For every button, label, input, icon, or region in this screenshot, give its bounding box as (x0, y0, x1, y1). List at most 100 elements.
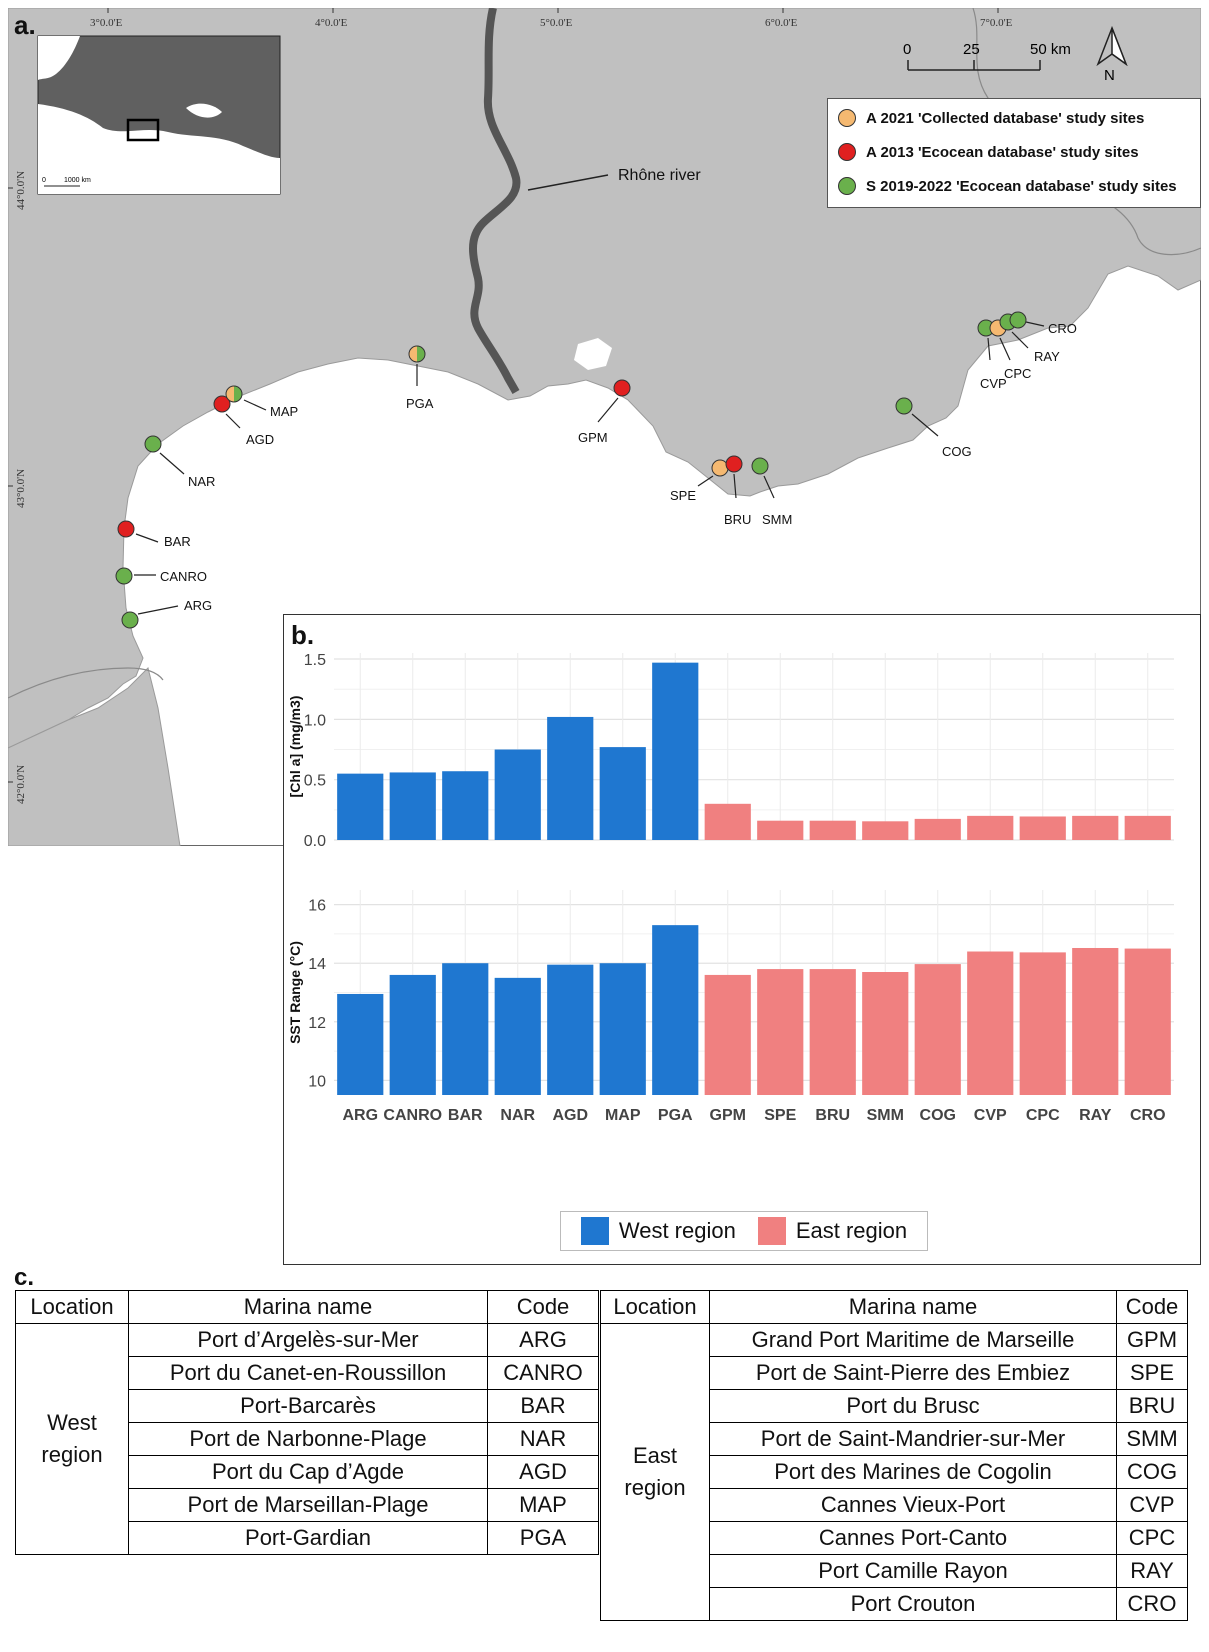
river-pointer (527, 174, 609, 191)
code-cell: CVP (1116, 1488, 1188, 1522)
y-tick-label: 1.5 (304, 652, 326, 669)
legend-item-collected-2021: A 2021 'Collected database' study sites (838, 109, 1144, 127)
site-marker-arg (121, 611, 139, 629)
legend-east-label: East region (795, 1218, 908, 1243)
east-swatch (757, 1217, 786, 1245)
legend-label: A 2013 'Ecocean database' study sites (866, 143, 1139, 161)
code-cell: CANRO (487, 1356, 599, 1390)
legend-west: West region (580, 1217, 736, 1245)
site-leader-line (697, 475, 714, 487)
panel-b-label: b. (291, 620, 315, 650)
bar-pga (652, 662, 699, 840)
marina-name-cell: Port du Brusc (709, 1389, 1117, 1423)
header-code: Code (1116, 1290, 1188, 1324)
bar-spe (757, 820, 804, 840)
marina-name-cell: Port-Gardian (128, 1521, 488, 1555)
bar-agd (547, 716, 594, 840)
table-row: Port de Saint-Pierre des Embiez SPE (601, 1356, 1188, 1390)
lon-tick-label: 5°0.0'E (540, 17, 573, 29)
legend-item-ecocean-2019: S 2019-2022 'Ecocean database' study sit… (838, 177, 1177, 195)
x-tick-label: BAR (448, 1107, 483, 1124)
marina-name-cell: Port Crouton (709, 1587, 1117, 1621)
site-marker-bar (117, 520, 135, 538)
site-marker-nar (144, 435, 162, 453)
legend-west-label: West region (618, 1218, 736, 1243)
scale-bar (907, 60, 1041, 71)
bar-pga (652, 925, 699, 1095)
site-marker-pga-half-orange (409, 346, 417, 362)
bar-smm (862, 972, 909, 1095)
site-leader-line (987, 337, 991, 361)
code-cell: CPC (1116, 1521, 1188, 1555)
lat-tick-label: 43°0.0'N (15, 469, 27, 508)
marina-name-cell: Port du Canet-en-Roussillon (128, 1356, 488, 1390)
table-header-row: Location Marina name Code (600, 1290, 1188, 1324)
orange-dot-icon (838, 109, 856, 127)
y-tick-label: 14 (308, 956, 326, 973)
site-label: CPC (1004, 366, 1031, 381)
marina-name-cell: Port-Barcarès (128, 1389, 488, 1423)
bar-cpc (1019, 952, 1066, 1095)
chart-panel: 0.0 0.5 1.0 1.5 [Chl a] (mg/m3) 10 12 14 16 SST R… (283, 614, 1201, 1265)
code-cell: RAY (1116, 1554, 1188, 1588)
site-label: NAR (188, 474, 215, 489)
site-label: CVP (980, 376, 1007, 391)
site-marker-cro (1009, 311, 1027, 329)
site-label: MAP (270, 404, 298, 419)
bar-spe (757, 969, 804, 1095)
site-leader-line (159, 452, 185, 475)
marina-name-cell: Cannes Port-Canto (709, 1521, 1117, 1555)
chart-svg: 0.0 0.5 1.0 1.5 [Chl a] (mg/m3) 10 12 14 16 SST R… (287, 652, 1174, 1124)
bar-agd (547, 964, 594, 1095)
site-marker-pga-half-green (417, 346, 425, 362)
x-tick-label: PGA (658, 1107, 693, 1124)
code-cell: MAP (487, 1488, 599, 1522)
lat-tick-label: 44°0.0'N (15, 171, 27, 210)
x-tick-label: COG (920, 1107, 956, 1124)
chart-legend: West region East region (560, 1211, 928, 1251)
code-cell: COG (1116, 1455, 1188, 1489)
table-row: Port de Narbonne-Plage NAR (16, 1422, 599, 1456)
bar-nar (494, 977, 541, 1095)
site-marker-canro (115, 567, 133, 585)
table-row: Cannes Port-Canto CPC (601, 1521, 1188, 1555)
table-row: East region Grand Port Maritime de Marsei… (600, 1323, 1188, 1621)
location-cell: West region (15, 1323, 129, 1555)
site-leader-line (135, 533, 159, 543)
bar-cog (914, 818, 961, 840)
map-bay (574, 338, 612, 370)
bar-cro (1124, 815, 1171, 840)
site-leader-line (763, 475, 775, 499)
y-axis-label: [Chl a] (mg/m3) (287, 696, 303, 798)
map-border (8, 667, 164, 699)
code-cell: NAR (487, 1422, 599, 1456)
bar-ray (1072, 947, 1119, 1095)
scale-label-50: 50 km (1030, 41, 1071, 58)
table-row: Port de Saint-Mandrier-sur-Mer SMM (601, 1422, 1188, 1456)
site-marker-agd (213, 395, 231, 413)
header-code: Code (487, 1290, 599, 1324)
north-label: N (1104, 67, 1115, 84)
bar-smm (862, 821, 909, 840)
table-row: Port de Marseillan-Plage MAP (16, 1488, 599, 1522)
green-dot-icon (838, 177, 856, 195)
bar-arg (337, 993, 384, 1095)
site-marker-map (225, 385, 243, 403)
legend-label: A 2021 'Collected database' study sites (866, 109, 1145, 127)
marina-table-west: Location Marina name Code West region Por… (15, 1290, 599, 1555)
table-row: Port-Gardian PGA (16, 1521, 599, 1555)
marina-name-cell: Grand Port Maritime de Marseille (709, 1323, 1117, 1357)
bar-bar (442, 963, 489, 1095)
code-cell: SPE (1116, 1356, 1188, 1390)
site-leader-line (733, 473, 737, 499)
header-location: Location (15, 1290, 129, 1324)
marina-name-cell: Port du Cap d’Agde (128, 1455, 488, 1489)
x-tick-label: GPM (710, 1107, 746, 1124)
river-label: Rhône river (618, 167, 701, 184)
site-marker-smm (751, 457, 769, 475)
marina-table-east: Location Marina name Code East region Gra… (600, 1290, 1188, 1621)
site-label: SPE (670, 488, 696, 503)
site-label: BAR (164, 534, 191, 549)
legend-label: S 2019-2022 'Ecocean database' study sit… (866, 177, 1177, 195)
marina-name-cell: Port d’Argelès-sur-Mer (128, 1323, 488, 1357)
